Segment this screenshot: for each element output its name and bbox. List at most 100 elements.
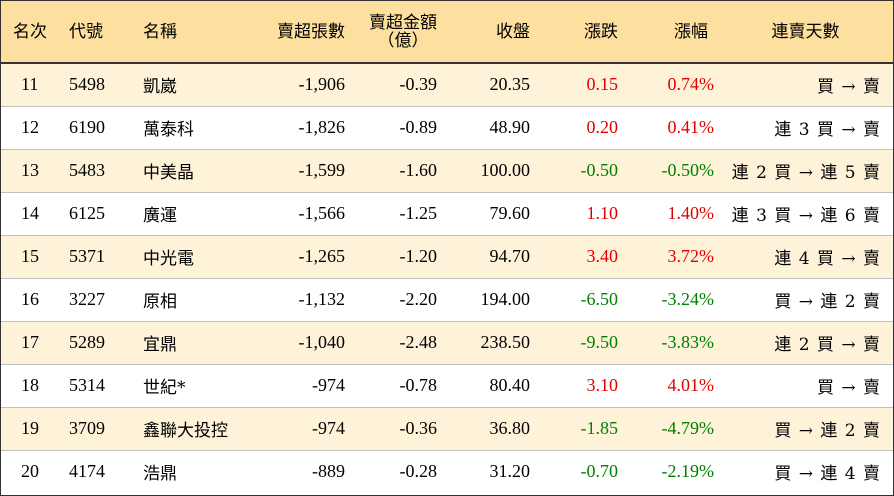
cell-streak: 買 → 賣 (816, 378, 881, 398)
header-net-sell-lots: 賣超張數 (277, 21, 345, 42)
cell-close: 36.80 (489, 418, 531, 438)
cell-change-pct: -2.19% (661, 461, 715, 482)
cell-name: 浩鼎 (143, 464, 177, 485)
cell-change: -1.85 (580, 418, 619, 438)
cell-change: -0.70 (580, 461, 619, 482)
cell-change-pct: 0.74% (667, 74, 715, 95)
table-row: 17 5289 宜鼎 -1,040 -2.48 238.50 -9.50 -3.83% 連 2 … (1, 321, 893, 364)
cell-net-sell-amount: -0.39 (399, 74, 438, 95)
cell-rank: 12 (21, 117, 39, 137)
cell-change-pct: -4.79% (661, 418, 715, 438)
cell-net-sell-amount: -0.28 (399, 461, 438, 482)
cell-net-sell-lots: -889 (312, 461, 345, 482)
cell-net-sell-lots: -1,906 (298, 74, 346, 95)
table-body: 11 5498 凱崴 -1,906 -0.39 20.35 0.15 0.74% 買 → 賣 12… (1, 63, 893, 493)
cell-streak: 連 3 買 → 賣 (774, 120, 881, 140)
cell-change-pct: -3.83% (661, 332, 715, 352)
cell-rank: 17 (21, 332, 39, 352)
header-net-sell-amount-line2: （億） (377, 30, 429, 51)
header-name: 名稱 (143, 21, 177, 42)
header-change: 漲跌 (584, 21, 618, 42)
cell-net-sell-lots: -974 (312, 418, 345, 438)
cell-code: 5314 (69, 375, 105, 395)
cell-streak: 連 2 買 → 連 5 賣 (731, 163, 881, 183)
header-net-sell-amount-line1: 賣超金額 (369, 12, 437, 33)
cell-code: 5289 (69, 332, 105, 352)
cell-streak: 買 → 連 4 賣 (774, 464, 881, 485)
cell-change-pct: 3.72% (667, 246, 715, 266)
cell-net-sell-amount: -0.89 (399, 117, 438, 137)
header-code: 代號 (69, 21, 103, 42)
cell-name: 世紀* (143, 378, 186, 398)
cell-streak: 買 → 連 2 賣 (774, 421, 881, 441)
header-close: 收盤 (496, 21, 530, 42)
cell-code: 6125 (69, 203, 105, 223)
cell-close: 31.20 (489, 461, 531, 482)
cell-name: 鑫聯大投控 (143, 421, 228, 441)
cell-net-sell-lots: -1,265 (298, 246, 346, 266)
table-row: 13 5483 中美晶 -1,599 -1.60 100.00 -0.50 -0.50% 連 2… (1, 149, 893, 192)
cell-code: 6190 (69, 117, 105, 137)
header-streak: 連賣天數 (771, 21, 840, 42)
cell-code: 5483 (69, 160, 105, 180)
cell-close: 80.40 (489, 375, 531, 395)
table-row: 11 5498 凱崴 -1,906 -0.39 20.35 0.15 0.74% 買 → 賣 (1, 63, 893, 106)
table-row: 12 6190 萬泰科 -1,826 -0.89 48.90 0.20 0.41% 連 3 買 … (1, 106, 893, 149)
cell-change-pct: 0.41% (667, 117, 715, 137)
cell-rank: 11 (21, 74, 39, 95)
cell-streak: 連 2 買 → 賣 (774, 335, 881, 355)
cell-change: -0.50 (580, 160, 619, 180)
cell-streak: 連 4 買 → 賣 (774, 249, 881, 269)
cell-close: 48.90 (489, 117, 531, 137)
cell-rank: 15 (21, 246, 39, 266)
cell-name: 廣運 (143, 206, 177, 226)
cell-close: 100.00 (480, 160, 531, 180)
table-row: 16 3227 原相 -1,132 -2.20 194.00 -6.50 -3.24% 買 → … (1, 278, 893, 321)
cell-streak: 買 → 賣 (816, 77, 881, 98)
cell-change: 0.20 (586, 117, 619, 137)
cell-net-sell-lots: -1,599 (298, 160, 346, 180)
cell-close: 20.35 (489, 74, 531, 95)
cell-name: 中光電 (143, 249, 194, 269)
cell-change-pct: -0.50% (661, 160, 715, 180)
cell-change: 1.10 (586, 203, 619, 223)
header-net-sell-amount-label: 賣超金額 （億） (369, 14, 437, 50)
cell-streak: 買 → 連 2 賣 (774, 292, 881, 312)
header-change-pct: 漲幅 (674, 21, 708, 42)
cell-net-sell-lots: -1,826 (298, 117, 346, 137)
cell-net-sell-amount: -2.48 (399, 332, 438, 352)
cell-name: 凱崴 (143, 77, 177, 98)
cell-net-sell-amount: -1.25 (399, 203, 438, 223)
cell-name: 萬泰科 (143, 120, 194, 140)
cell-change-pct: -3.24% (661, 289, 715, 309)
table-row: 15 5371 中光電 -1,265 -1.20 94.70 3.40 3.72% 連 4 買 … (1, 235, 893, 278)
table-header-row: 名次 代號 名稱 賣超張數 賣超金額 （億） 收盤 漲跌 漲幅 連賣天數 (1, 1, 893, 63)
cell-name: 中美晶 (143, 163, 194, 183)
cell-code: 3709 (69, 418, 105, 438)
cell-change: 0.15 (586, 74, 619, 95)
cell-net-sell-amount: -0.78 (399, 375, 438, 395)
cell-net-sell-lots: -1,040 (298, 332, 346, 352)
cell-net-sell-amount: -2.20 (399, 289, 438, 309)
cell-change-pct: 4.01% (667, 375, 715, 395)
cell-name: 原相 (143, 292, 177, 312)
cell-change: 3.10 (586, 375, 619, 395)
cell-net-sell-lots: -974 (312, 375, 345, 395)
cell-streak: 連 3 買 → 連 6 賣 (731, 206, 881, 226)
header-rank: 名次 (13, 21, 47, 42)
table-row: 18 5314 世紀* -974 -0.78 80.40 3.10 4.01% 買 → 賣 (1, 364, 893, 407)
cell-code: 5371 (69, 246, 105, 266)
cell-rank: 18 (21, 375, 39, 395)
cell-rank: 20 (21, 461, 39, 482)
cell-code: 3227 (69, 289, 105, 309)
cell-net-sell-amount: -1.20 (399, 246, 438, 266)
table-row: 20 4174 浩鼎 -889 -0.28 31.20 -0.70 -2.19% 買 → 連 4… (1, 450, 893, 493)
cell-net-sell-amount: -0.36 (399, 418, 438, 438)
cell-code: 5498 (69, 74, 105, 95)
cell-rank: 19 (21, 418, 39, 438)
cell-change: 3.40 (586, 246, 619, 266)
cell-close: 94.70 (489, 246, 531, 266)
cell-rank: 13 (21, 160, 39, 180)
